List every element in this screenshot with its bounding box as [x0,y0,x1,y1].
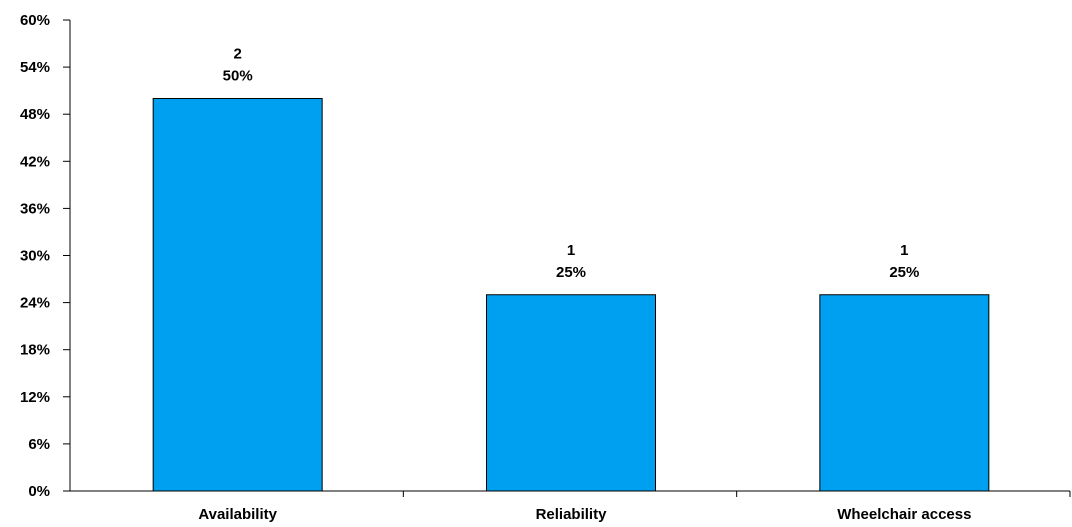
x-category-label: Availability [198,506,277,523]
bar-percent-label: 25% [556,264,586,281]
bar-reliability [486,294,656,492]
y-tick-label: 18% [20,342,50,359]
y-tick-label: 0% [28,483,50,500]
bar-count-label: 1 [900,242,908,259]
bars-group: 2 50% 1 25% 1 25% [152,46,990,492]
x-axis: Availability Reliability Wheelchair access [70,490,1071,523]
bar-percent-label: 50% [223,68,253,85]
y-tick-label: 48% [20,106,50,123]
y-axis: 0% 6% 12% 18% 24% 30% 36% 42% 48% 54% 60% [20,12,71,500]
y-tick-label: 60% [20,12,50,29]
x-category-label: Wheelchair access [837,506,971,523]
y-tick-label: 42% [20,153,50,170]
bar-availability [152,98,323,492]
y-tick-label: 12% [20,389,50,406]
y-tick-label: 36% [20,200,50,217]
bar-count-label: 2 [233,46,241,63]
x-category-label: Reliability [536,506,608,523]
bar-percent-label: 25% [889,264,919,281]
y-tick-label: 30% [20,248,50,265]
bar-count-label: 1 [567,242,575,259]
bar-wheelchair-access [819,294,990,492]
y-tick-label: 6% [28,436,50,453]
y-tick-label: 54% [20,59,50,76]
y-tick-label: 24% [20,295,50,312]
